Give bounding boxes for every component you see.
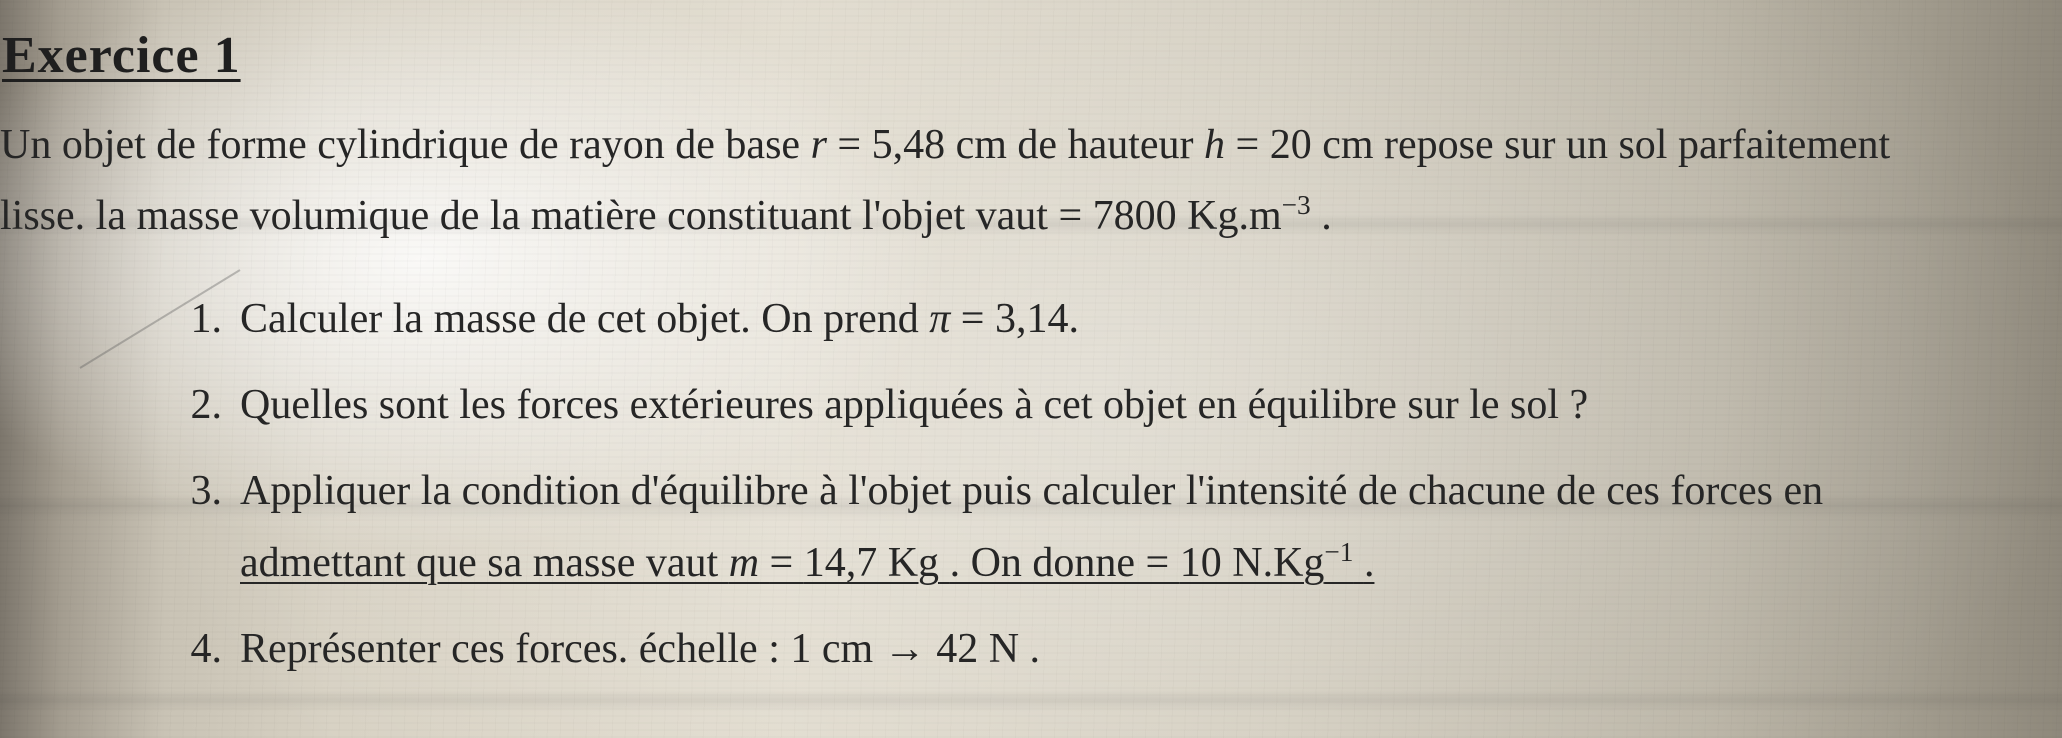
intro-text-a: Un objet de forme cylindrique de rayon d… xyxy=(0,122,811,168)
question-2: Quelles sont les forces extérieures appl… xyxy=(240,371,2004,439)
rho-value: 7800 Kg.m xyxy=(1093,193,1282,239)
eq-sign-1: = xyxy=(837,122,871,168)
q3-mid: . On donne = xyxy=(950,540,1180,586)
pi-symbol: π xyxy=(929,296,950,342)
g-exponent: −1 xyxy=(1324,537,1353,567)
intro-text-c: repose sur un sol parfaitement xyxy=(1384,122,1890,168)
variable-m: m xyxy=(729,540,759,586)
question-1: Calculer la masse de cet objet. On prend… xyxy=(240,285,2004,353)
question-4: Représenter ces forces. échelle : 1 cm →… xyxy=(240,615,2004,683)
period-2: . xyxy=(1364,540,1375,586)
r-value: 5,48 cm xyxy=(872,122,1007,168)
question-3: Appliquer la condition d'équilibre à l'o… xyxy=(240,457,2004,597)
scale-lhs: 1 cm xyxy=(790,626,873,672)
arrow-symbol: → xyxy=(884,626,937,672)
exercise-title: Exercice 1 xyxy=(2,26,2004,85)
eq-sign-2: = xyxy=(1236,122,1270,168)
rho-exponent: −3 xyxy=(1282,190,1311,220)
pi-value: 3,14. xyxy=(995,296,1079,342)
q4-text: Représenter ces forces. échelle : xyxy=(240,626,790,672)
intro-line-1: Un objet de forme cylindrique de rayon d… xyxy=(0,113,2004,178)
eq-sign-3: = xyxy=(961,296,995,342)
intro-text-b: de hauteur xyxy=(1017,122,1204,168)
g-value: 10 N.Kg xyxy=(1180,540,1325,586)
period-3: . xyxy=(1030,626,1041,672)
q3-line1: Appliquer la condition d'équilibre à l'o… xyxy=(240,468,1823,514)
period-1: . xyxy=(1321,193,1332,239)
intro2-text-a: lisse. la masse volumique de la matière … xyxy=(0,193,1093,239)
variable-r: r xyxy=(811,122,827,168)
h-value: 20 cm xyxy=(1270,122,1374,168)
eq-sign-4: = xyxy=(770,540,804,586)
intro-line-2: lisse. la masse volumique de la matière … xyxy=(0,184,2004,249)
q3-pre: admettant que sa masse vaut xyxy=(240,540,729,586)
question-list: Calculer la masse de cet objet. On prend… xyxy=(0,285,2004,683)
m-value: 14,7 Kg xyxy=(804,540,939,586)
variable-h: h xyxy=(1204,122,1225,168)
q2-text: Quelles sont les forces extérieures appl… xyxy=(240,382,1588,428)
q3-underlined-segment: admettant que sa masse vaut m = 14,7 Kg … xyxy=(240,540,1374,586)
scale-rhs: 42 N xyxy=(936,626,1019,672)
q1-text: Calculer la masse de cet objet. On prend xyxy=(240,296,929,342)
